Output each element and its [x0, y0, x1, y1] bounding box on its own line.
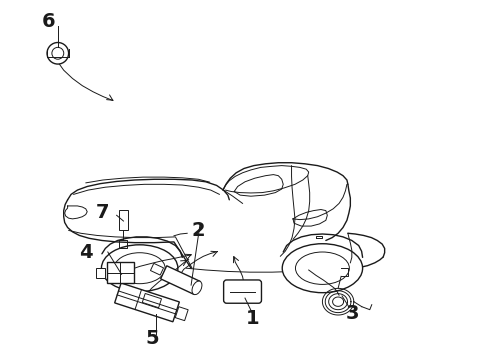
- Polygon shape: [175, 307, 188, 321]
- Polygon shape: [97, 268, 105, 278]
- FancyBboxPatch shape: [223, 280, 262, 303]
- Text: 4: 4: [79, 243, 93, 261]
- Ellipse shape: [282, 244, 363, 293]
- Polygon shape: [150, 264, 164, 275]
- Ellipse shape: [101, 245, 178, 292]
- Text: 7: 7: [96, 203, 110, 222]
- Text: 6: 6: [42, 12, 56, 31]
- Polygon shape: [161, 266, 200, 294]
- Circle shape: [47, 42, 69, 64]
- Polygon shape: [107, 262, 133, 283]
- Text: 2: 2: [192, 221, 205, 240]
- Text: 5: 5: [145, 329, 159, 348]
- Text: 3: 3: [346, 304, 360, 323]
- Ellipse shape: [192, 281, 202, 294]
- Ellipse shape: [295, 252, 349, 284]
- Polygon shape: [119, 210, 128, 230]
- Polygon shape: [115, 283, 179, 322]
- Polygon shape: [142, 293, 162, 308]
- Circle shape: [52, 48, 64, 59]
- Text: 1: 1: [245, 309, 259, 328]
- Ellipse shape: [114, 253, 165, 284]
